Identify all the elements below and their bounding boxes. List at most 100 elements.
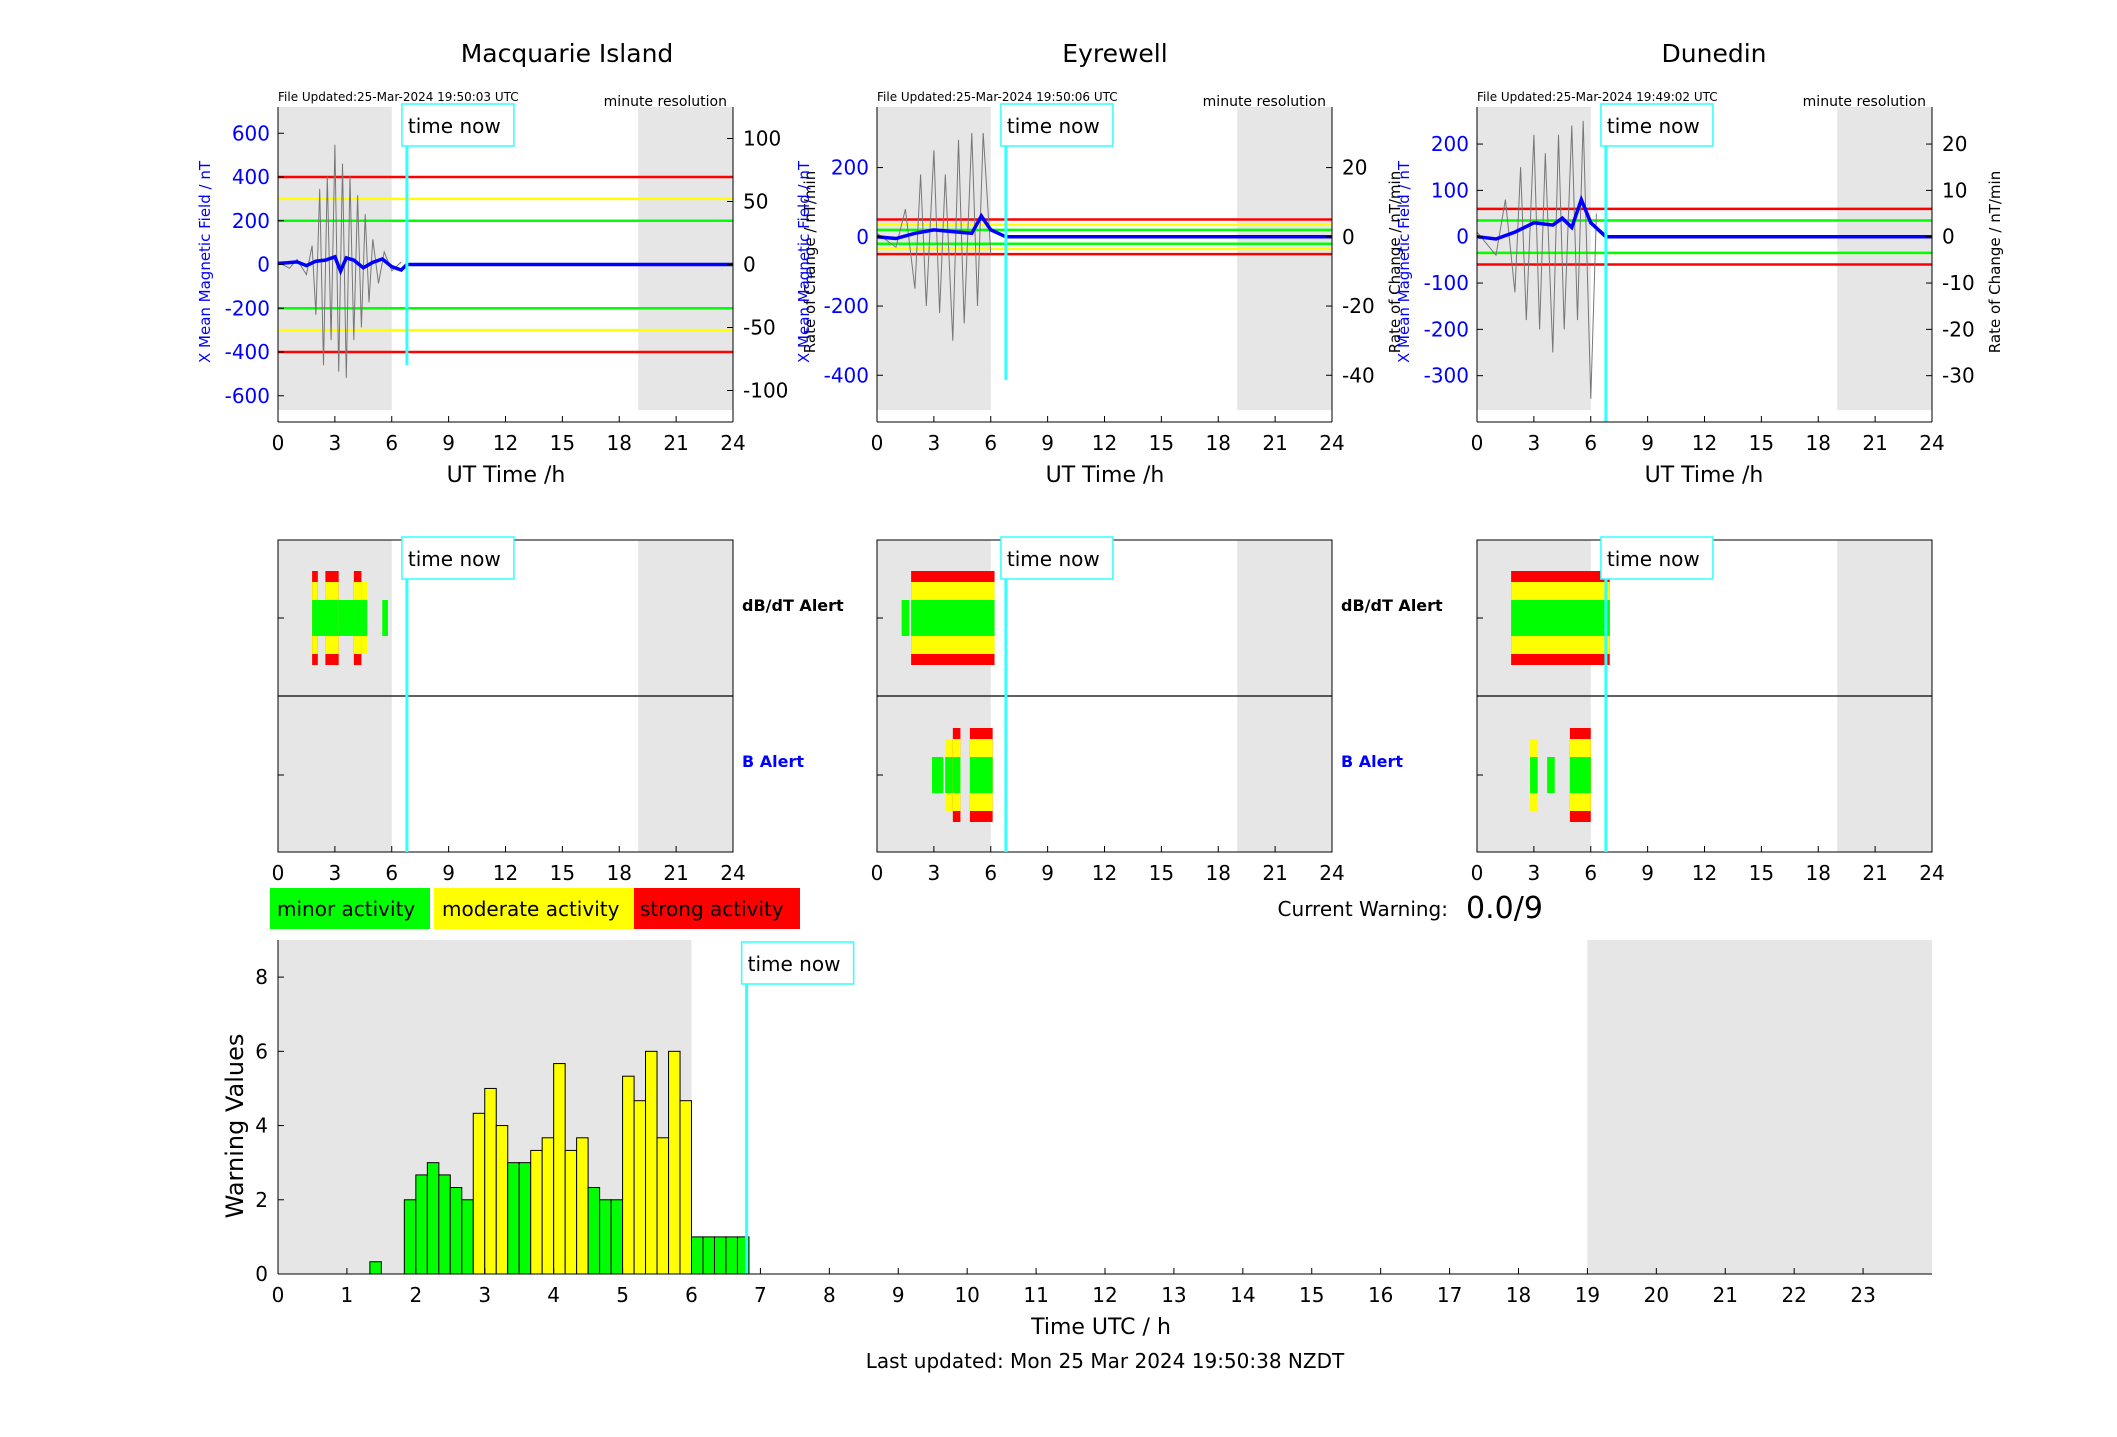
alert-xtick-label-macquarie-6: 6: [385, 861, 398, 885]
alert-xtick-label-macquarie-15: 15: [550, 861, 575, 885]
alert-xtick-label-dunedin-15: 15: [1749, 861, 1774, 885]
y2tick-label-eyrewell--40: -40: [1342, 363, 1375, 387]
ylabel-left-eyrewell: X Mean Magnetic Field / nT: [795, 160, 813, 363]
alert-xtick-label-eyrewell-15: 15: [1149, 861, 1174, 885]
xtick-label-dunedin-24: 24: [1919, 431, 1944, 455]
xtick-label-eyrewell-9: 9: [1041, 431, 1054, 455]
xtick-label-dunedin-21: 21: [1862, 431, 1887, 455]
xtick-label-dunedin-3: 3: [1528, 431, 1541, 455]
rate-trace-eyrewell: [876, 132, 992, 341]
xtick-label-macquarie-9: 9: [442, 431, 455, 455]
xtick-label-dunedin-15: 15: [1749, 431, 1774, 455]
legend-strong-label: strong activity: [640, 897, 784, 921]
time-now-dunedin-box: [1600, 103, 1714, 147]
xtick-label-eyrewell-21: 21: [1262, 431, 1287, 455]
ytick-label-macquarie-600: 600: [232, 121, 270, 145]
y2tick-label-dunedin-0: 0: [1942, 225, 1955, 249]
warning-xtick-label-14: 14: [1230, 1283, 1255, 1307]
alert-xtick-label-eyrewell-0: 0: [871, 861, 884, 885]
alert-xtick-label-macquarie-9: 9: [442, 861, 455, 885]
last-updated: Last updated: Mon 25 Mar 2024 19:50:38 N…: [866, 1349, 1345, 1373]
warning-bar-13: [541, 1137, 555, 1275]
y2tick-label-dunedin-10: 10: [1942, 178, 1967, 202]
warning-xtick-label-8: 8: [823, 1283, 836, 1307]
y2tick-label-eyrewell-20: 20: [1342, 156, 1367, 180]
current-warning-value: 0.0/9: [1466, 891, 1543, 926]
warning-bar-26: [691, 1236, 704, 1275]
xtick-label-eyrewell-18: 18: [1206, 431, 1231, 455]
station-title-macquarie: Macquarie Island: [461, 39, 674, 68]
alert-xtick-label-eyrewell-24: 24: [1319, 861, 1344, 885]
station-title-dunedin: Dunedin: [1662, 39, 1767, 68]
warning-bar-21: [633, 1100, 647, 1275]
warning-xtick-label-10: 10: [954, 1283, 979, 1307]
y2tick-label-eyrewell--20: -20: [1342, 294, 1375, 318]
b-alert-minor-dunedin-0: [1530, 757, 1538, 793]
warning-ytick-label-2: 2: [255, 1188, 268, 1212]
ytick-label-macquarie-400: 400: [232, 165, 270, 189]
ytick-label-dunedin-100: 100: [1431, 178, 1469, 202]
warning-ytick-label-6: 6: [255, 1039, 268, 1063]
ytick-label-macquarie-200: 200: [232, 209, 270, 233]
xtick-label-macquarie-21: 21: [663, 431, 688, 455]
night-shade-macquarie-1: [638, 107, 733, 410]
alert-time-now-eyrewell-box: [1000, 536, 1114, 580]
ytick-label-macquarie--600: -600: [225, 384, 270, 408]
warning-ytick-label-8: 8: [255, 965, 268, 989]
xtick-label-dunedin-0: 0: [1471, 431, 1484, 455]
dbdt-alert-minor-eyrewell-0: [901, 600, 910, 636]
warning-xtick-label-21: 21: [1713, 1283, 1738, 1307]
warning-bar-16: [576, 1137, 589, 1275]
file-updated-dunedin: File Updated:25-Mar-2024 19:49:02 UTC: [1477, 90, 1718, 104]
warning-bar-22: [645, 1050, 658, 1275]
xtick-label-macquarie-12: 12: [493, 431, 518, 455]
warning-shade-1: [1587, 940, 1932, 1274]
xtick-label-eyrewell-0: 0: [871, 431, 884, 455]
warning-bar-17: [587, 1187, 601, 1275]
night-shade-dunedin-1: [1837, 107, 1932, 410]
ytick-label-eyrewell-0: 0: [856, 225, 869, 249]
xtick-label-eyrewell-15: 15: [1149, 431, 1174, 455]
warning-ytick-label-0: 0: [255, 1262, 268, 1286]
time-now-dunedin-label: time now: [1607, 114, 1700, 138]
ytick-label-dunedin--300: -300: [1424, 364, 1469, 388]
xtick-label-eyrewell-6: 6: [984, 431, 997, 455]
warning-bar-0: [369, 1261, 382, 1275]
warning-bar-4: [438, 1174, 451, 1275]
field-trace-dunedin: [1476, 194, 1932, 241]
alert-xtick-label-dunedin-6: 6: [1584, 861, 1597, 885]
resolution-macquarie: minute resolution: [604, 94, 727, 110]
rate-trace-macquarie: [277, 144, 402, 378]
alert-xtick-label-eyrewell-3: 3: [928, 861, 941, 885]
ytick-label-eyrewell-200: 200: [831, 156, 869, 180]
warning-bar-23: [656, 1137, 670, 1275]
legend-minor-label: minor activity: [277, 897, 415, 921]
alert-xtick-label-macquarie-24: 24: [720, 861, 745, 885]
alert-xtick-label-dunedin-18: 18: [1806, 861, 1831, 885]
xtick-label-macquarie-18: 18: [607, 431, 632, 455]
station-title-eyrewell: Eyrewell: [1062, 39, 1167, 68]
alert-xtick-label-eyrewell-9: 9: [1041, 861, 1054, 885]
warning-xtick-label-4: 4: [547, 1283, 560, 1307]
ytick-label-dunedin-0: 0: [1456, 225, 1469, 249]
xtick-label-macquarie-24: 24: [720, 431, 745, 455]
warning-xtick-label-18: 18: [1506, 1283, 1531, 1307]
warning-time-now-label: time now: [748, 952, 841, 976]
warning-xtick-label-11: 11: [1023, 1283, 1048, 1307]
alert-xtick-label-macquarie-21: 21: [663, 861, 688, 885]
alert-xtick-label-dunedin-0: 0: [1471, 861, 1484, 885]
legend-strong-swatch: [634, 888, 800, 929]
y2tick-label-dunedin--30: -30: [1942, 364, 1975, 388]
legend-moderate-swatch: [434, 888, 634, 929]
ytick-label-macquarie--400: -400: [225, 340, 270, 364]
legend-minor-swatch: [270, 888, 430, 929]
warning-bar-15: [564, 1149, 578, 1275]
ytick-label-dunedin--200: -200: [1424, 317, 1469, 341]
y2tick-label-dunedin--20: -20: [1942, 317, 1975, 341]
warning-xtick-label-3: 3: [478, 1283, 491, 1307]
warning-xtick-label-12: 12: [1092, 1283, 1117, 1307]
ylabel-left-macquarie: X Mean Magnetic Field / nT: [196, 160, 214, 363]
dbdt-alert-label-macquarie: dB/dT Alert: [742, 596, 844, 615]
warning-bar-25: [679, 1100, 692, 1275]
y2tick-label-macquarie--100: -100: [743, 379, 788, 403]
